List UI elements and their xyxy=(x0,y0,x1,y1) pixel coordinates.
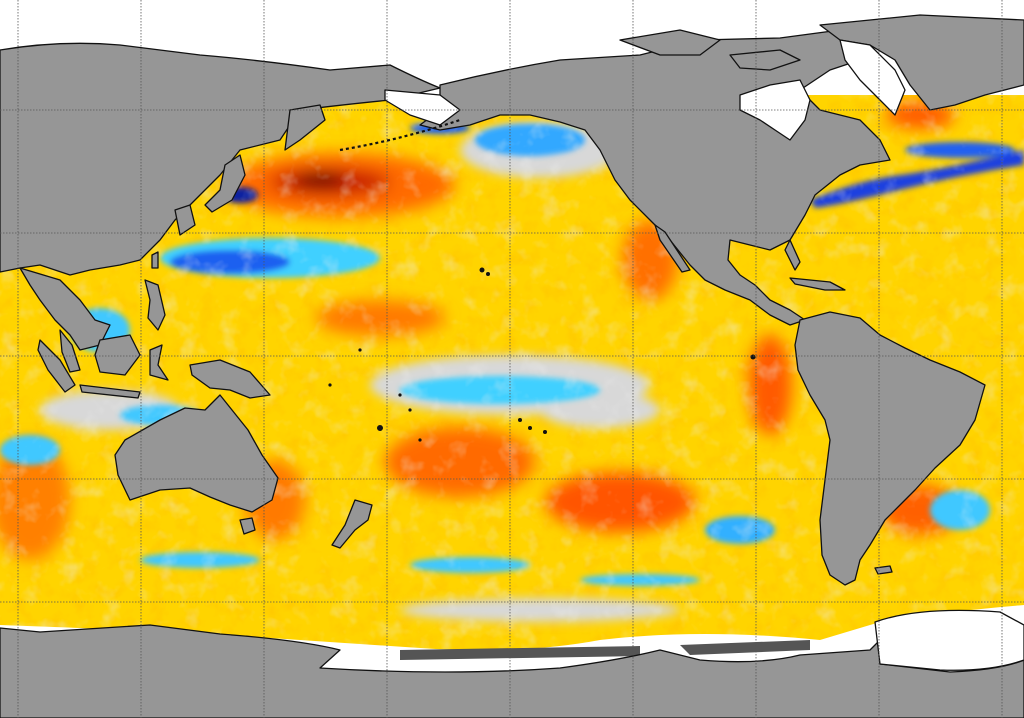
korea xyxy=(174,204,196,236)
hawaii-island xyxy=(479,267,485,273)
weddell-sea-ice xyxy=(874,609,1024,671)
kamchatka xyxy=(284,104,326,151)
sumatra xyxy=(37,339,76,393)
hawaii-island-2 xyxy=(486,272,490,276)
tasmania xyxy=(239,517,256,535)
pacific-islands xyxy=(328,267,756,442)
taiwan xyxy=(151,251,159,269)
indochina xyxy=(19,267,111,351)
bering-sea-ice xyxy=(384,89,461,126)
fiji-island xyxy=(377,425,383,431)
falkland-islands xyxy=(874,565,893,575)
arctic-island-1 xyxy=(619,29,721,56)
pacific-islet-2 xyxy=(528,426,532,430)
new-zealand xyxy=(331,499,373,549)
pacific-islet-8 xyxy=(328,383,332,387)
new-guinea xyxy=(189,359,271,399)
landmasses xyxy=(0,14,1024,718)
pacific-islet-3 xyxy=(543,430,547,434)
malay-peninsula xyxy=(59,329,81,373)
japan xyxy=(204,154,246,213)
java xyxy=(79,384,141,399)
australia xyxy=(114,394,279,513)
baja-california xyxy=(654,224,691,273)
arctic-island-2 xyxy=(729,49,801,71)
pacific-islet-7 xyxy=(358,348,362,352)
eurasia xyxy=(0,42,441,276)
cuba xyxy=(789,277,846,291)
borneo xyxy=(94,334,141,376)
ice-shelf-dark-2 xyxy=(680,640,810,655)
philippines xyxy=(144,279,166,331)
pacific-islet xyxy=(518,418,522,422)
sulawesi xyxy=(149,344,169,381)
aleutian-islands xyxy=(339,118,461,152)
florida xyxy=(784,239,801,271)
ice-shelf-dark xyxy=(400,646,640,660)
south-america xyxy=(794,311,986,586)
baffin-bay-ice xyxy=(839,39,906,116)
pacific-islet-4 xyxy=(408,408,412,412)
pacific-islet-5 xyxy=(398,393,402,397)
galapagos-island xyxy=(750,354,756,360)
pacific-islet-6 xyxy=(418,438,422,442)
